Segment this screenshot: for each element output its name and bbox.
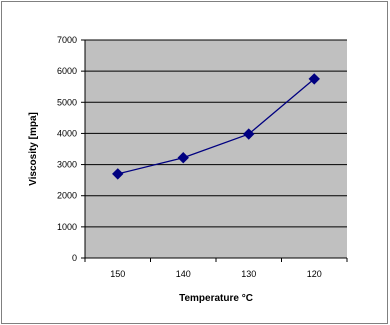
x-tick-label: 120: [307, 269, 322, 279]
y-axis-title: Viscosity [mpa]: [28, 112, 39, 186]
x-tick-label: 150: [110, 269, 125, 279]
y-axis-ticks: 0 1000 2000 3000 4000 5000 6000 7000: [57, 35, 85, 263]
y-tick-label: 6000: [57, 66, 77, 76]
x-tick-label: 140: [176, 269, 191, 279]
y-tick-label: 0: [72, 253, 77, 263]
x-tick-label: 130: [241, 269, 256, 279]
x-axis-title: Temperature °C: [179, 293, 253, 304]
series-line: [117, 78, 315, 175]
y-tick-label: 7000: [57, 35, 77, 45]
y-tick-label: 2000: [57, 191, 77, 201]
data-point-marker: [243, 128, 255, 140]
y-tick-label: 1000: [57, 222, 77, 232]
y-tick-label: 3000: [57, 160, 77, 170]
series-markers: [112, 73, 320, 180]
data-point-marker: [177, 152, 189, 164]
x-axis-ticks: 150 140 130 120: [84, 258, 348, 279]
y-tick-label: 4000: [57, 128, 77, 138]
plot-area: [85, 40, 347, 258]
data-point-marker: [308, 73, 320, 85]
y-tick-label: 5000: [57, 97, 77, 107]
data-point-marker: [112, 168, 124, 180]
gridlines: [85, 39, 347, 228]
